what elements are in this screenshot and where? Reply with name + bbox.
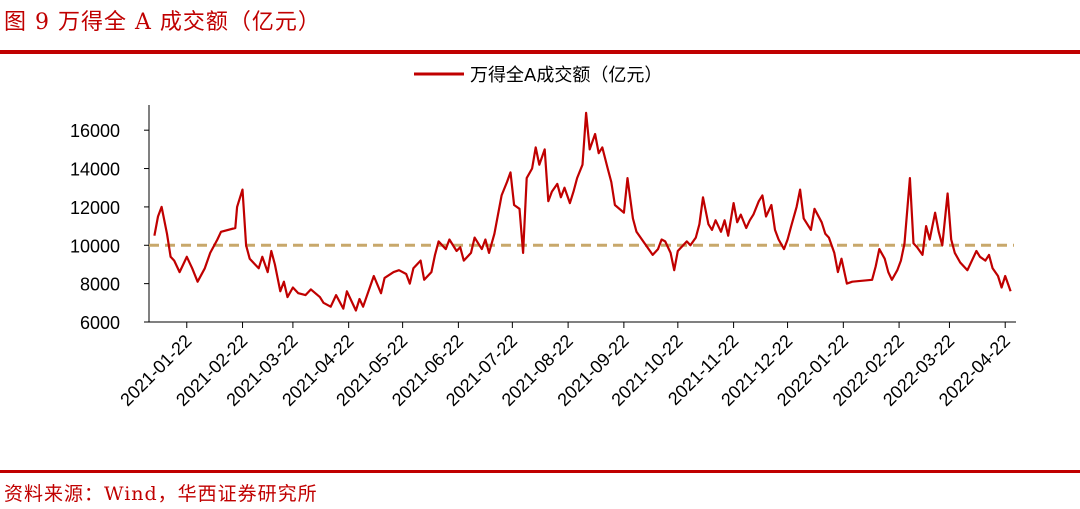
figure-title: 图 9 万得全 A 成交额（亿元） [4, 10, 321, 35]
x-axis: 2021-01-222021-02-222021-03-222021-04-22… [116, 321, 1016, 410]
y-tick-label: 6000 [80, 313, 120, 333]
legend-label: 万得全A成交额（亿元） [470, 65, 662, 86]
source-note: 资料来源：Wind，华西证券研究所 [4, 483, 318, 505]
y-tick-label: 10000 [70, 236, 120, 256]
top-rule [0, 50, 1080, 54]
y-tick-label: 14000 [70, 160, 120, 180]
y-axis: 6000 8000 10000 12000 14000 16000 [70, 105, 150, 333]
bottom-rule [0, 470, 1080, 473]
series-line-turnover [153, 111, 1012, 312]
y-tick-label: 16000 [70, 121, 120, 141]
chart-legend: 万得全A成交额（亿元） [414, 65, 662, 86]
y-tick-label: 12000 [70, 198, 120, 218]
y-tick-label: 8000 [80, 275, 120, 295]
